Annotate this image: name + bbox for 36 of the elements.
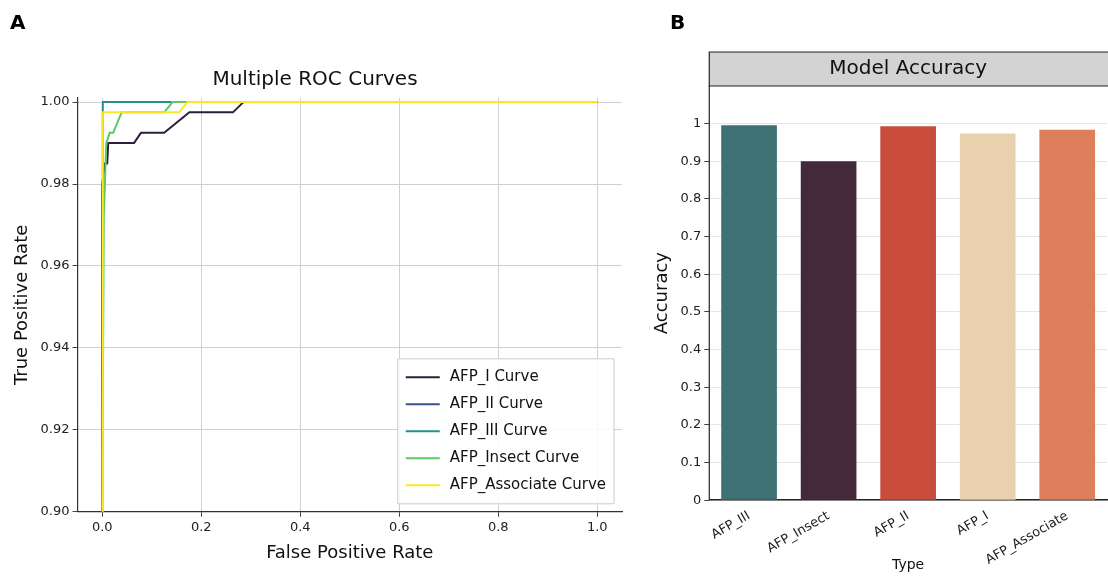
y-tick-label: 0.6 xyxy=(680,265,702,281)
y-tick-label: 0.92 xyxy=(40,421,70,437)
y-tick-label: 0.3 xyxy=(680,378,702,394)
y-tick-label: 0.4 xyxy=(680,340,702,356)
x-tick-label: 0.6 xyxy=(388,518,410,534)
y-axis-title: Accuracy xyxy=(650,251,672,335)
y-tick-label: 0 xyxy=(692,491,702,507)
y-tick-label: 0.98 xyxy=(40,175,70,191)
x-tick-label: 1.0 xyxy=(586,518,608,534)
x-axis-title: False Positive Rate xyxy=(266,540,434,562)
legend-label: AFP_Associate Curve xyxy=(449,475,607,495)
y-axis-title: True Positive Rate xyxy=(10,224,32,387)
x-tick-label: 0.4 xyxy=(289,518,311,534)
x-tick-label: 0.8 xyxy=(487,518,509,534)
y-tick-label: 1 xyxy=(692,115,702,131)
y-tick-label: 0.2 xyxy=(680,416,702,432)
y-tick-label: 0.1 xyxy=(680,453,702,469)
legend-label: AFP_II Curve xyxy=(449,394,544,414)
chart-title: Multiple ROC Curves xyxy=(212,66,418,91)
y-tick-label: 1.00 xyxy=(40,93,70,109)
chart-title: Model Accuracy xyxy=(829,55,988,80)
y-tick-label: 0.90 xyxy=(40,503,70,519)
legend-label: AFP_I Curve xyxy=(449,367,539,387)
y-tick-label: 0.96 xyxy=(40,257,70,273)
text: B xyxy=(670,10,686,34)
y-tick-label: 0.8 xyxy=(680,190,702,206)
x-tick-label: 0.2 xyxy=(190,518,212,534)
y-tick-label: 0.94 xyxy=(40,339,70,355)
legend-label: AFP_III Curve xyxy=(449,421,548,441)
x-tick-label: 0.0 xyxy=(91,518,113,534)
text: A xyxy=(10,10,26,34)
x-axis-title: Type xyxy=(891,556,925,573)
y-tick-label: 0.5 xyxy=(680,303,702,319)
y-tick-label: 0.9 xyxy=(680,152,702,168)
legend-label: AFP_Insect Curve xyxy=(449,448,580,468)
y-tick-label: 0.7 xyxy=(680,228,702,243)
